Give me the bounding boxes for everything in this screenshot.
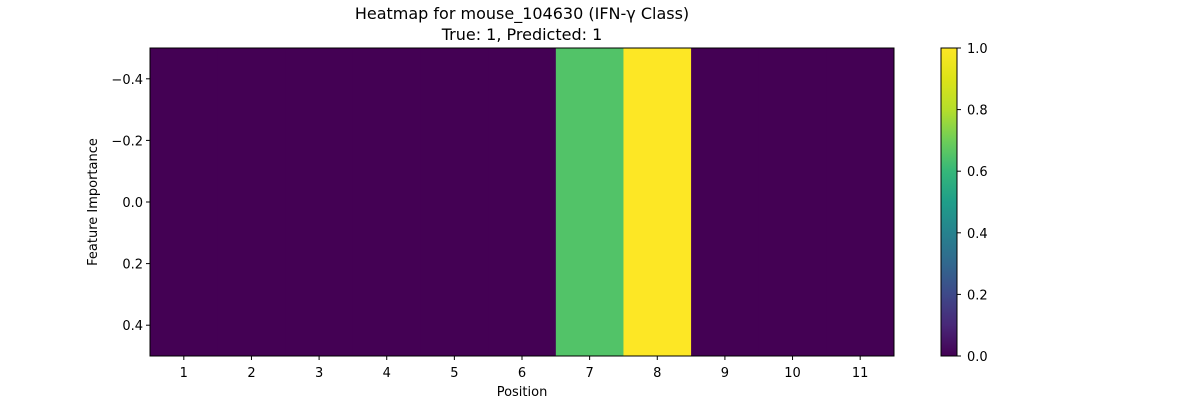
- heatmap-cells: [150, 48, 895, 356]
- y-axis-label: Feature Importance: [86, 138, 101, 266]
- heatmap-cell-4: [352, 48, 422, 356]
- y-tick-label: −0.2: [111, 134, 143, 149]
- heatmap-cell-2: [217, 48, 286, 356]
- heatmap-cell-6: [488, 48, 557, 356]
- colorbar-ticks: 0.0 0.2 0.4 0.6 0.8 1.0: [957, 42, 988, 365]
- x-axis-label: Position: [497, 385, 548, 400]
- colorbar-tick-label: 0.2: [967, 288, 988, 303]
- heatmap-cell-1: [150, 48, 219, 356]
- y-axis-ticks: −0.4 −0.2 0.0 0.2 0.4: [111, 73, 150, 334]
- colorbar: [940, 47, 958, 357]
- y-tick-label: 0.4: [122, 319, 143, 334]
- x-tick-label: 9: [721, 366, 729, 381]
- x-tick-label: 2: [247, 366, 255, 381]
- x-tick-label: 4: [383, 366, 391, 381]
- x-tick-label: 5: [450, 366, 458, 381]
- chart-subtitle: True: 1, Predicted: 1: [441, 25, 603, 44]
- colorbar-tick-label: 0.0: [967, 350, 988, 365]
- y-tick-label: −0.4: [111, 73, 143, 88]
- heatmap-cell-11: [826, 48, 895, 356]
- heatmap-cell-3: [285, 48, 354, 356]
- heatmap-cell-7: [555, 48, 624, 356]
- x-tick-label: 1: [180, 366, 188, 381]
- x-tick-label: 10: [784, 366, 801, 381]
- x-tick-label: 7: [585, 366, 593, 381]
- chart-title: Heatmap for mouse_104630 (IFN-γ Class): [355, 4, 689, 24]
- colorbar-tick-label: 0.6: [967, 165, 988, 180]
- y-tick-label: 0.0: [122, 196, 143, 211]
- heatmap-cell-5: [420, 48, 489, 356]
- x-tick-label: 11: [852, 366, 869, 381]
- colorbar-tick-label: 1.0: [967, 42, 988, 57]
- x-tick-label: 3: [315, 366, 323, 381]
- heatmap-cell-10: [758, 48, 827, 356]
- x-axis-ticks: 1 2 3 4 5 6 7 8 9 10 11: [180, 356, 869, 381]
- x-tick-label: 6: [518, 366, 526, 381]
- colorbar-tick-label: 0.8: [967, 104, 988, 119]
- heatmap-cell-8: [623, 48, 692, 356]
- heatmap-cell-9: [691, 48, 760, 356]
- x-tick-label: 8: [653, 366, 661, 381]
- colorbar-tick-label: 0.4: [967, 227, 988, 242]
- y-tick-label: 0.2: [122, 258, 143, 273]
